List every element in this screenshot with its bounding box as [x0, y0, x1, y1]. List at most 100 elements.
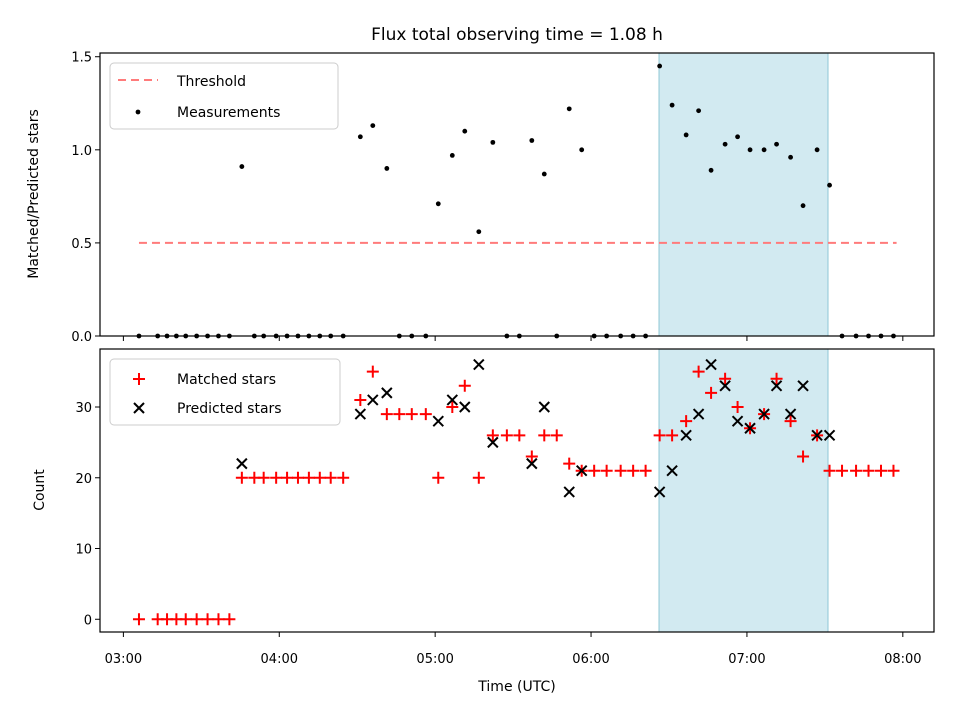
measurement-point — [722, 141, 728, 147]
x-tick-label: 07:00 — [728, 652, 765, 667]
matched-star-point — [666, 429, 679, 442]
measurement-point — [774, 141, 779, 147]
predicted-star-point — [459, 401, 471, 413]
matched-star-point — [337, 471, 350, 484]
matched-star-point — [784, 415, 797, 428]
measurement-point — [566, 106, 572, 112]
x-tick-label: 06:00 — [572, 652, 609, 667]
matched-star-point — [862, 464, 875, 477]
predicted-star-point — [666, 464, 678, 477]
matched-star-point — [257, 471, 270, 484]
matched-star-point — [823, 464, 836, 477]
matched-star-point — [472, 471, 485, 484]
bottom-y-ticks: 0 10 20 30 — [75, 401, 100, 628]
matched-star-point — [281, 471, 294, 484]
matched-star-point — [550, 429, 563, 442]
measurement-point — [683, 132, 689, 138]
measurement-point — [657, 63, 663, 69]
matched-star-point — [190, 613, 203, 626]
matched-star-point — [201, 613, 214, 626]
predicted-star-point — [692, 408, 705, 420]
chart-title: Flux total observing time = 1.08 h — [371, 25, 663, 45]
matched-star-point — [731, 401, 744, 414]
matched-star-point — [380, 408, 393, 421]
top-y-ticks: 0.0 0.5 1.0 1.5 — [71, 51, 100, 345]
predicted-star-point — [744, 422, 756, 434]
matched-star-point — [588, 464, 601, 477]
matched-star-point — [302, 471, 315, 484]
legend-predicted-swatch — [133, 402, 145, 414]
predicted-stars-points — [236, 358, 836, 498]
predicted-star-point — [354, 408, 367, 420]
matched-star-point — [639, 464, 652, 477]
matched-star-point — [446, 401, 459, 414]
matched-star-point — [291, 471, 304, 484]
measurement-point — [579, 147, 585, 153]
legend-measurements-label: Measurements — [177, 105, 280, 121]
bottom-y-axis-label: Count — [32, 469, 48, 511]
top-y-axis-label: Matched/Predicted stars — [26, 109, 42, 279]
predicted-star-point — [538, 401, 550, 413]
matched-star-point — [525, 450, 538, 463]
measurement-point — [827, 182, 832, 188]
bottom-legend-box — [109, 358, 341, 426]
measurement-point — [800, 203, 806, 209]
y-tick-label: 0.0 — [71, 330, 92, 345]
measurement-point — [708, 167, 714, 173]
matched-star-point — [500, 429, 513, 442]
predicted-star-point — [446, 394, 459, 406]
measurement-point — [476, 229, 482, 235]
predicted-star-point — [705, 358, 717, 371]
measurement-point — [696, 108, 702, 114]
predicted-star-point — [236, 457, 248, 470]
legend-threshold-label: Threshold — [176, 74, 246, 90]
y-tick-label: 10 — [75, 543, 92, 558]
matched-star-point — [653, 429, 666, 442]
measurement-point — [357, 134, 363, 140]
matched-star-point — [235, 471, 248, 484]
y-tick-label: 20 — [75, 472, 92, 487]
predicted-star-point — [811, 429, 823, 442]
legend-matched-label: Matched stars — [177, 372, 276, 388]
predicted-star-point — [487, 436, 499, 449]
top-panel: 0.0 0.5 1.0 1.5 Flux total observing time =… — [26, 25, 935, 345]
x-axis-label: Time (UTC) — [477, 679, 555, 695]
matched-star-point — [313, 471, 326, 484]
measurement-point — [669, 102, 675, 108]
measurement-point — [788, 154, 793, 160]
matched-star-point — [692, 365, 705, 378]
bottom-legend: Matched stars Predicted stars — [109, 358, 341, 426]
measurement-point — [747, 147, 753, 153]
top-plot-frame — [99, 52, 935, 337]
predicted-star-point — [784, 408, 797, 420]
matched-star-point — [627, 464, 640, 477]
predicted-star-point — [719, 380, 731, 392]
matched-star-point — [874, 464, 887, 477]
x-tick-label: 04:00 — [261, 652, 298, 667]
matched-star-point — [393, 408, 406, 421]
matched-stars-points — [132, 365, 900, 626]
bottom-x-ticks: 03:00 04:00 05:00 06:00 07:00 08:00 — [105, 632, 922, 667]
matched-star-point — [836, 464, 849, 477]
predicted-star-point — [575, 464, 588, 477]
predicted-star-point — [563, 486, 575, 498]
predicted-star-point — [526, 457, 538, 470]
predicted-star-point — [823, 429, 836, 442]
top-x-ticks — [122, 336, 904, 341]
y-tick-label: 1.5 — [71, 51, 92, 66]
matched-star-point — [132, 613, 145, 626]
top-legend: Threshold Measurements — [109, 62, 339, 130]
bottom-highlight-span — [658, 348, 829, 633]
legend-measurements-swatch — [135, 109, 141, 115]
measurement-point — [490, 139, 496, 145]
matched-star-point — [797, 450, 810, 463]
matched-star-point — [614, 464, 627, 477]
measurement-point — [435, 201, 441, 207]
matched-star-point — [887, 464, 900, 477]
predicted-star-point — [731, 415, 744, 427]
matched-star-point — [432, 471, 445, 484]
measurement-point — [239, 164, 245, 169]
matched-star-point — [770, 372, 783, 385]
matched-star-point — [705, 386, 718, 399]
